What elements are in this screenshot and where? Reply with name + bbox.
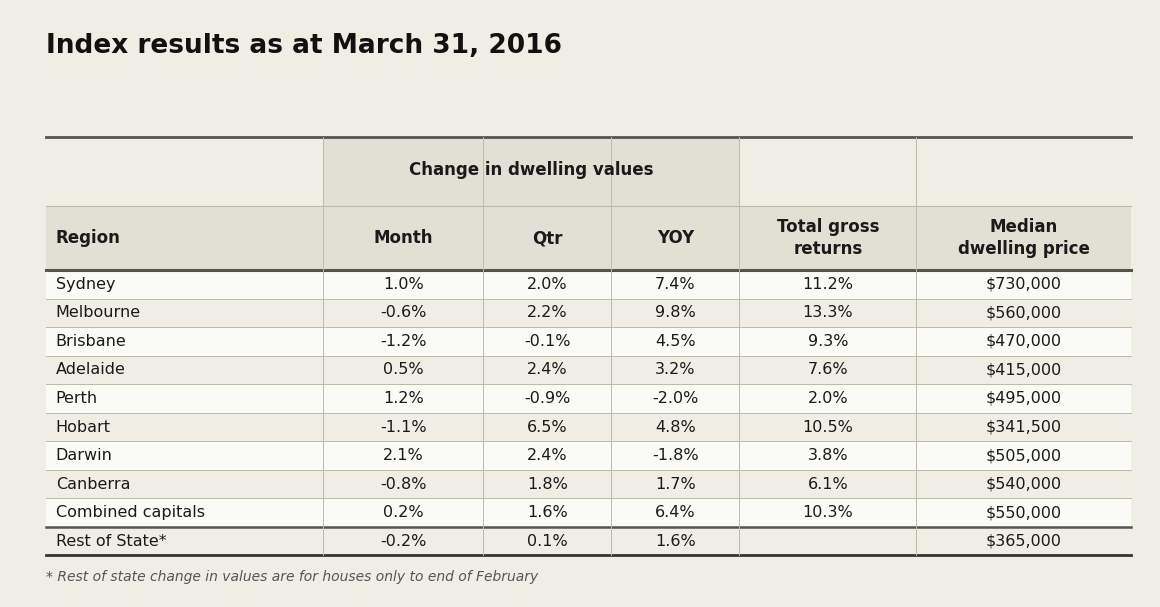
- Text: 2.0%: 2.0%: [527, 277, 567, 292]
- Text: -2.0%: -2.0%: [652, 391, 698, 406]
- Text: 6.1%: 6.1%: [807, 476, 848, 492]
- Text: 2.0%: 2.0%: [807, 391, 848, 406]
- Text: $365,000: $365,000: [986, 534, 1061, 549]
- Text: $730,000: $730,000: [986, 277, 1061, 292]
- Bar: [46, 356, 1131, 384]
- Text: Hobart: Hobart: [56, 419, 110, 435]
- Text: $415,000: $415,000: [986, 362, 1061, 378]
- Text: Adelaide: Adelaide: [56, 362, 125, 378]
- Text: Brisbane: Brisbane: [56, 334, 126, 349]
- Text: Canberra: Canberra: [56, 476, 130, 492]
- Text: * Rest of state change in values are for houses only to end of February: * Rest of state change in values are for…: [46, 570, 538, 584]
- Text: YOY: YOY: [657, 229, 694, 247]
- Text: -0.8%: -0.8%: [380, 476, 427, 492]
- Text: $540,000: $540,000: [986, 476, 1061, 492]
- Text: $550,000: $550,000: [986, 505, 1061, 520]
- Text: 7.4%: 7.4%: [655, 277, 696, 292]
- Text: 2.4%: 2.4%: [527, 362, 567, 378]
- Text: -1.8%: -1.8%: [652, 448, 698, 463]
- Bar: [46, 206, 1131, 270]
- Text: 11.2%: 11.2%: [803, 277, 854, 292]
- Text: Median
dwelling price: Median dwelling price: [958, 219, 1089, 258]
- Text: 13.3%: 13.3%: [803, 305, 853, 320]
- Text: Region: Region: [56, 229, 121, 247]
- Text: Melbourne: Melbourne: [56, 305, 140, 320]
- Text: $495,000: $495,000: [986, 391, 1061, 406]
- Text: 6.4%: 6.4%: [655, 505, 696, 520]
- Text: 3.8%: 3.8%: [807, 448, 848, 463]
- Text: $560,000: $560,000: [986, 305, 1061, 320]
- Text: 10.5%: 10.5%: [803, 419, 854, 435]
- Bar: [46, 384, 1131, 413]
- Text: 1.6%: 1.6%: [527, 505, 568, 520]
- Bar: [46, 498, 1131, 527]
- Text: 6.5%: 6.5%: [527, 419, 567, 435]
- Text: -0.1%: -0.1%: [524, 334, 571, 349]
- Text: 1.0%: 1.0%: [383, 277, 423, 292]
- Text: -1.2%: -1.2%: [380, 334, 427, 349]
- Text: Index results as at March 31, 2016: Index results as at March 31, 2016: [46, 33, 563, 59]
- Text: Sydney: Sydney: [56, 277, 115, 292]
- Text: -1.1%: -1.1%: [380, 419, 427, 435]
- Bar: [46, 527, 1131, 555]
- Text: -0.2%: -0.2%: [380, 534, 427, 549]
- Text: 1.6%: 1.6%: [655, 534, 696, 549]
- Text: 10.3%: 10.3%: [803, 505, 854, 520]
- Bar: [46, 470, 1131, 498]
- Text: Qtr: Qtr: [532, 229, 563, 247]
- Text: 1.7%: 1.7%: [655, 476, 696, 492]
- Text: 2.4%: 2.4%: [527, 448, 567, 463]
- Text: 0.1%: 0.1%: [527, 534, 568, 549]
- Text: -0.6%: -0.6%: [380, 305, 427, 320]
- Bar: [46, 299, 1131, 327]
- Bar: [46, 270, 1131, 299]
- Text: 1.8%: 1.8%: [527, 476, 568, 492]
- Bar: [46, 137, 1131, 555]
- Text: 9.3%: 9.3%: [807, 334, 848, 349]
- Text: 1.2%: 1.2%: [383, 391, 423, 406]
- Text: 2.1%: 2.1%: [383, 448, 423, 463]
- Text: 7.6%: 7.6%: [807, 362, 848, 378]
- Text: Perth: Perth: [56, 391, 97, 406]
- Text: 2.2%: 2.2%: [527, 305, 567, 320]
- Text: $341,500: $341,500: [986, 419, 1061, 435]
- Text: 0.2%: 0.2%: [383, 505, 423, 520]
- Text: 4.5%: 4.5%: [655, 334, 696, 349]
- Text: 3.2%: 3.2%: [655, 362, 696, 378]
- Text: 4.8%: 4.8%: [655, 419, 696, 435]
- Bar: [322, 137, 739, 206]
- Bar: [46, 441, 1131, 470]
- Text: Combined capitals: Combined capitals: [56, 505, 204, 520]
- Text: Rest of State*: Rest of State*: [56, 534, 166, 549]
- Text: -0.9%: -0.9%: [524, 391, 571, 406]
- Text: Change in dwelling values: Change in dwelling values: [409, 161, 653, 179]
- Text: 9.8%: 9.8%: [655, 305, 696, 320]
- Text: $470,000: $470,000: [986, 334, 1061, 349]
- Text: Month: Month: [374, 229, 433, 247]
- Bar: [46, 413, 1131, 441]
- Bar: [46, 327, 1131, 356]
- Text: Total gross
returns: Total gross returns: [776, 219, 879, 258]
- Text: 0.5%: 0.5%: [383, 362, 423, 378]
- Text: Darwin: Darwin: [56, 448, 113, 463]
- Text: $505,000: $505,000: [986, 448, 1061, 463]
